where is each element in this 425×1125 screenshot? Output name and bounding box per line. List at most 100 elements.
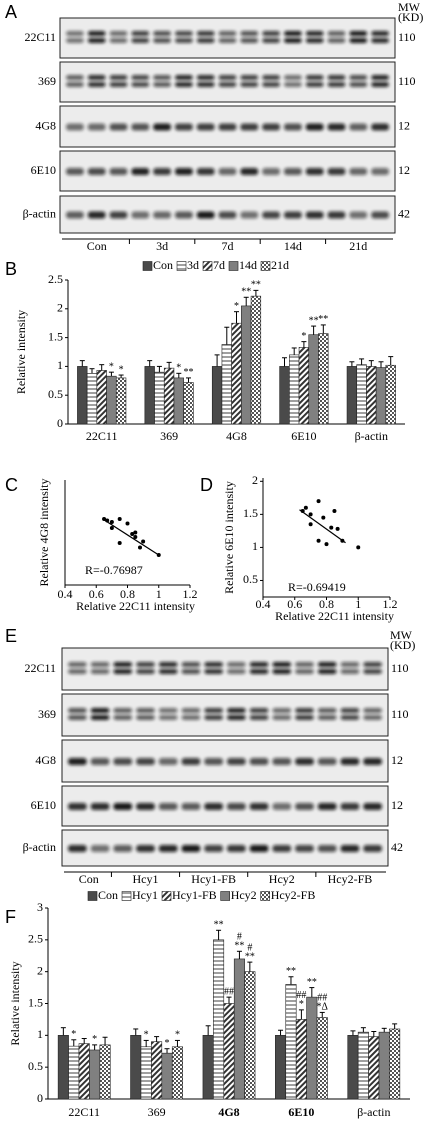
blot-band: [317, 669, 337, 674]
blot-band: [340, 715, 360, 720]
blot-band: [181, 715, 201, 720]
bar: [154, 371, 165, 425]
blot-band: [181, 845, 201, 852]
blot-band: [295, 669, 314, 674]
legend-swatch: [228, 261, 239, 271]
bar: [130, 1035, 142, 1100]
bar: [223, 1003, 235, 1100]
error-bar: [214, 354, 220, 367]
blot-band: [305, 123, 324, 131]
mw-label: 110: [391, 661, 409, 675]
blot-band: [181, 662, 201, 667]
blot-band: [272, 708, 292, 713]
significance-label: **: [214, 920, 224, 931]
significance-label: *: [234, 301, 239, 312]
error-bar: [92, 1044, 98, 1050]
blot-band: [175, 38, 193, 43]
blot-band: [227, 708, 246, 713]
blot-band: [240, 82, 259, 87]
error-bar: [166, 361, 172, 369]
x-tick-label: 369: [148, 1105, 166, 1119]
blot-band: [371, 82, 389, 87]
blot-band: [131, 82, 150, 87]
blot-band: [249, 758, 269, 765]
blot-frame: [61, 739, 389, 783]
blot-band: [240, 123, 259, 131]
blot-band: [109, 168, 128, 175]
significance-label: **: [318, 314, 328, 325]
significance-label: ##: [224, 986, 234, 997]
blot-band: [87, 75, 106, 80]
blot-band: [227, 662, 246, 667]
blot-band: [272, 662, 292, 667]
error-bar: [133, 1028, 139, 1036]
blot-band: [363, 803, 382, 810]
x-tick-label: 369: [160, 429, 178, 443]
blot-band: [90, 708, 110, 713]
blot-row-label: 22C11: [24, 30, 56, 44]
panel-letter: C: [5, 475, 18, 495]
blot-band: [363, 845, 382, 852]
blot-band: [158, 845, 178, 852]
blot-band: [317, 715, 337, 720]
blot-band: [153, 123, 171, 131]
blot-band: [204, 715, 223, 720]
blot-frame: [61, 829, 389, 867]
legend-label: Con: [153, 258, 173, 272]
blot-band: [305, 82, 324, 87]
bar: [173, 377, 184, 425]
blot-band: [87, 38, 106, 43]
error-bar: [278, 1029, 284, 1036]
blot-band: [305, 211, 324, 219]
y-tick-label: 1: [57, 358, 63, 372]
blot-band: [349, 168, 368, 175]
scatter-point: [133, 535, 138, 539]
blot-band: [90, 669, 110, 674]
blot-band: [363, 669, 382, 674]
blot-band: [317, 758, 337, 765]
x-tick-label: 0.6: [89, 587, 104, 601]
significance-label: #: [237, 932, 242, 943]
blot-band: [240, 211, 259, 219]
scatter-point: [332, 509, 337, 514]
blot-band: [227, 715, 246, 720]
error-bar: [301, 341, 307, 348]
blot-band: [317, 662, 337, 667]
blot-band: [87, 211, 106, 219]
blot-band: [109, 38, 128, 43]
error-bar: [164, 1048, 170, 1054]
blot-band: [136, 715, 155, 720]
blot-band: [66, 211, 84, 219]
blot-band: [284, 75, 302, 80]
error-bar: [288, 976, 294, 985]
blot-band: [240, 168, 259, 175]
blot-band: [204, 662, 223, 667]
significance-label: *: [175, 1030, 180, 1041]
scatter-point: [335, 526, 340, 531]
blot-row-label: 6E10: [31, 163, 56, 177]
bar: [378, 1031, 390, 1100]
error-bar: [234, 311, 239, 324]
blot-band: [340, 758, 360, 765]
blot-band: [175, 168, 193, 175]
y-axis-label: Relative intensity: [14, 310, 28, 394]
mw-label: 12: [391, 798, 403, 812]
blot-band: [249, 803, 269, 810]
blot-band: [218, 168, 237, 175]
blot-band: [295, 845, 314, 852]
y-tick-label: 2: [37, 963, 43, 977]
error-bar: [99, 364, 105, 371]
significance-label: *: [144, 1030, 149, 1041]
blot-band: [249, 715, 269, 720]
blot-row-label: 369: [38, 707, 56, 721]
legend-swatch: [202, 261, 213, 271]
x-tick-label: 0.6: [287, 597, 302, 611]
blot-band: [196, 75, 215, 80]
blot-band: [340, 669, 360, 674]
group-label: Hcy1-FB: [191, 872, 236, 886]
blot-band: [371, 168, 389, 175]
blot-band: [371, 123, 389, 131]
bar: [151, 1041, 163, 1100]
blot-band: [153, 75, 171, 80]
blot-band: [317, 803, 337, 810]
